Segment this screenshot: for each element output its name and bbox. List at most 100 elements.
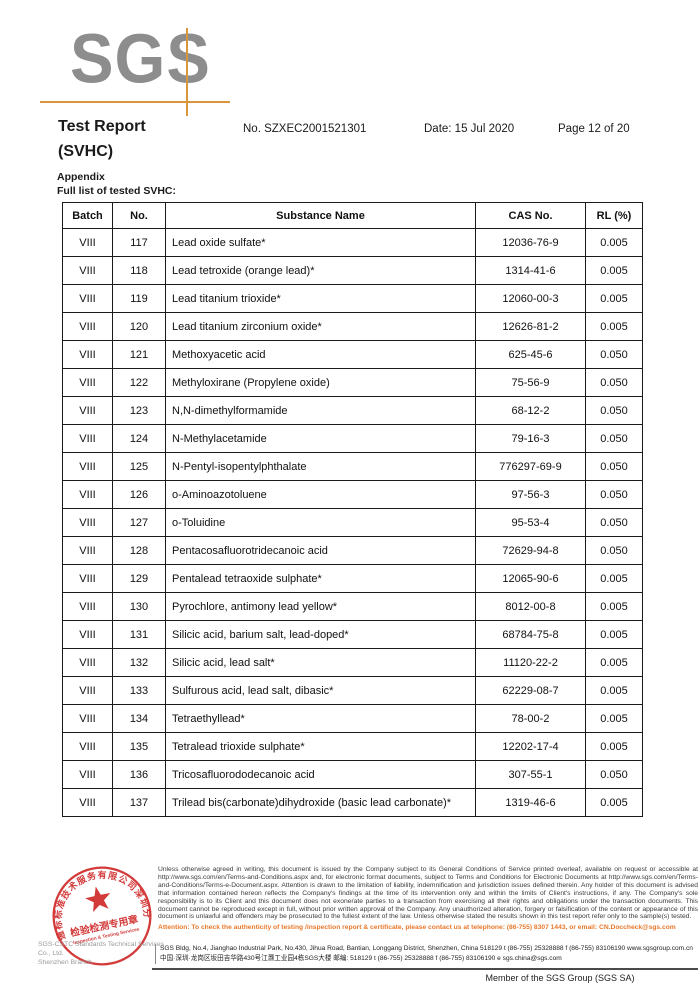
table-row: VIII 134 Tetraethyllead* 78-00-2 0.005: [62, 704, 643, 733]
cell-no: 121: [112, 340, 166, 369]
logo-vertical-line: [186, 28, 188, 116]
cell-substance: o-Toluidine: [165, 508, 476, 537]
sgs-logo-text: SGS: [70, 19, 211, 98]
cell-substance: Lead titanium zirconium oxide*: [165, 312, 476, 341]
header-batch: Batch: [62, 202, 113, 229]
cell-rl: 0.050: [585, 480, 643, 509]
cell-no: 129: [112, 564, 166, 593]
cell-cas: 625-45-6: [475, 340, 586, 369]
address-block: SGS Bldg, No.4, Jianghao Industrial Park…: [155, 944, 700, 965]
cell-cas: 1319-46-6: [475, 788, 586, 817]
table-row: VIII 117 Lead oxide sulfate* 12036-76-9 0.00…: [62, 228, 643, 257]
cell-batch: VIII: [62, 592, 113, 621]
cell-rl: 0.050: [585, 368, 643, 397]
logo-horizontal-line: [40, 101, 230, 103]
table-row: VIII 121 Methoxyacetic acid 625-45-6 0.050: [62, 340, 643, 369]
table-row: VIII 135 Tetralead trioxide sulphate* 12202…: [62, 732, 643, 761]
member-note: Member of the SGS Group (SGS SA): [485, 973, 635, 983]
cell-no: 136: [112, 760, 166, 789]
cell-cas: 307-55-1: [475, 760, 586, 789]
cell-substance: Silicic acid, lead salt*: [165, 648, 476, 677]
table-row: VIII 127 o-Toluidine 95-53-4 0.050: [62, 508, 643, 537]
cell-substance: Lead titanium trioxide*: [165, 284, 476, 313]
substance-table-body: VIII 117 Lead oxide sulfate* 12036-76-9 0.00…: [62, 228, 643, 817]
table-row: VIII 130 Pyrochlore, antimony lead yellow*…: [62, 592, 643, 621]
cell-cas: 12036-76-9: [475, 228, 586, 257]
table-header-row: Batch No. Substance Name CAS No. RL (%): [62, 202, 643, 229]
cell-cas: 8012-00-8: [475, 592, 586, 621]
cell-rl: 0.005: [585, 592, 643, 621]
stamp-star-icon: [85, 886, 111, 913]
cell-no: 127: [112, 508, 166, 537]
cell-rl: 0.050: [585, 340, 643, 369]
cell-no: 126: [112, 480, 166, 509]
cell-no: 134: [112, 704, 166, 733]
cell-substance: N-Methylacetamide: [165, 424, 476, 453]
table-row: VIII 124 N-Methylacetamide 79-16-3 0.050: [62, 424, 643, 453]
address-line-cn: 中国·深圳·龙岗区坂田吉华路430号江灏工业园4栋SGS大楼 邮编: 51812…: [160, 955, 562, 963]
table-row: VIII 125 N-Pentyl-isopentylphthalate 776297…: [62, 452, 643, 481]
cell-batch: VIII: [62, 312, 113, 341]
cell-no: 123: [112, 396, 166, 425]
svhc-table: Batch No. Substance Name CAS No. RL (%) …: [62, 202, 643, 817]
report-number: No. SZXEC2001521301: [243, 123, 367, 135]
cell-substance: N,N-dimethylformamide: [165, 396, 476, 425]
cell-substance: Tetraethyllead*: [165, 704, 476, 733]
cell-batch: VIII: [62, 536, 113, 565]
cell-rl: 0.050: [585, 760, 643, 789]
attention-notice: Attention: To check the authenticity of …: [158, 924, 676, 931]
cell-cas: 72629-94-8: [475, 536, 586, 565]
header-cas-no: CAS No.: [475, 202, 586, 229]
cell-no: 119: [112, 284, 166, 313]
cell-batch: VIII: [62, 396, 113, 425]
cell-no: 124: [112, 424, 166, 453]
cell-no: 128: [112, 536, 166, 565]
table-row: VIII 136 Tricosafluorododecanoic acid 307-5…: [62, 760, 643, 789]
table-row: VIII 133 Sulfurous acid, lead salt, dibasi…: [62, 676, 643, 705]
table-row: VIII 129 Pentalead tetraoxide sulphate* 120…: [62, 564, 643, 593]
cell-cas: 12202-17-4: [475, 732, 586, 761]
cell-cas: 12060-00-3: [475, 284, 586, 313]
table-row: VIII 128 Pentacosafluorotridecanoic acid 72…: [62, 536, 643, 565]
cell-no: 133: [112, 676, 166, 705]
cell-substance: Tetralead trioxide sulphate*: [165, 732, 476, 761]
cell-substance: o-Aminoazotoluene: [165, 480, 476, 509]
cell-batch: VIII: [62, 340, 113, 369]
cell-no: 122: [112, 368, 166, 397]
company-name-block: SGS-CSTC Standards Technical Services Co…: [38, 941, 173, 967]
cell-substance: Pentalead tetraoxide sulphate*: [165, 564, 476, 593]
header-no: No.: [112, 202, 166, 229]
cell-rl: 0.005: [585, 284, 643, 313]
cell-cas: 11120-22-2: [475, 648, 586, 677]
page-indicator: Page 12 of 20: [558, 123, 630, 135]
cell-cas: 62229-08-7: [475, 676, 586, 705]
cell-rl: 0.005: [585, 228, 643, 257]
cell-batch: VIII: [62, 564, 113, 593]
cell-no: 125: [112, 452, 166, 481]
cell-batch: VIII: [62, 284, 113, 313]
cell-batch: VIII: [62, 452, 113, 481]
appendix-subheading: Full list of tested SVHC:: [57, 185, 177, 197]
svhc-table-container: Batch No. Substance Name CAS No. RL (%) …: [62, 202, 643, 817]
cell-substance: Sulfurous acid, lead salt, dibasic*: [165, 676, 476, 705]
cell-batch: VIII: [62, 228, 113, 257]
cell-rl: 0.050: [585, 424, 643, 453]
cell-cas: 68-12-2: [475, 396, 586, 425]
cell-batch: VIII: [62, 620, 113, 649]
cell-rl: 0.005: [585, 704, 643, 733]
table-row: VIII 119 Lead titanium trioxide* 12060-00-3…: [62, 284, 643, 313]
cell-batch: VIII: [62, 508, 113, 537]
appendix-heading: Appendix: [57, 171, 105, 183]
header-rl: RL (%): [585, 202, 643, 229]
cell-no: 130: [112, 592, 166, 621]
table-row: VIII 120 Lead titanium zirconium oxide* 126…: [62, 312, 643, 341]
cell-no: 137: [112, 788, 166, 817]
cell-batch: VIII: [62, 480, 113, 509]
cell-batch: VIII: [62, 760, 113, 789]
cell-rl: 0.050: [585, 396, 643, 425]
sgs-logo: SGS: [40, 19, 230, 116]
cell-no: 117: [112, 228, 166, 257]
cell-cas: 12065-90-6: [475, 564, 586, 593]
cell-substance: Tricosafluorododecanoic acid: [165, 760, 476, 789]
cell-rl: 0.005: [585, 564, 643, 593]
